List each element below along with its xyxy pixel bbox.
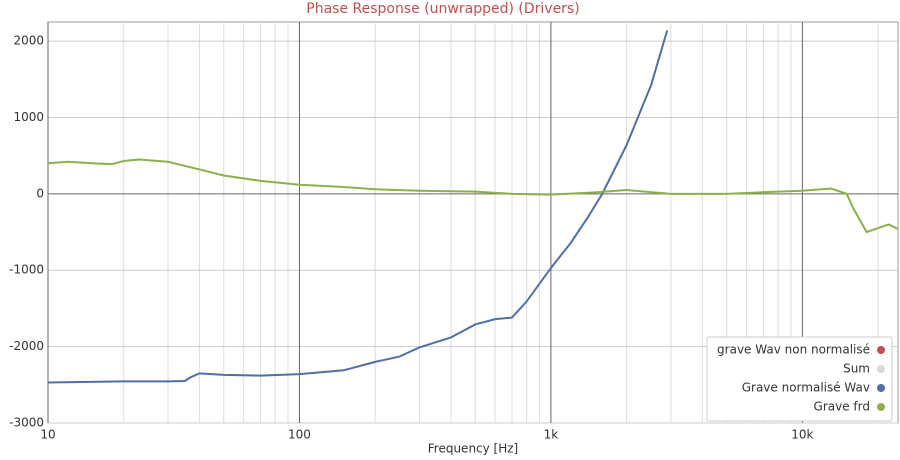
x-tick-label: 10 <box>40 428 55 442</box>
legend-label: Sum <box>843 362 870 376</box>
legend-swatch <box>877 403 885 411</box>
legend-swatch <box>877 346 885 354</box>
x-tick-label: 1k <box>544 428 559 442</box>
y-tick-label: -2000 <box>9 339 44 353</box>
y-tick-label: -1000 <box>9 263 44 277</box>
y-tick-label: -3000 <box>9 416 44 430</box>
x-axis-label: Frequency [Hz] <box>428 442 519 456</box>
legend-label: grave Wav non normalisé <box>717 343 870 357</box>
y-tick-label: 1000 <box>13 110 44 124</box>
legend-label: Grave normalisé Wav <box>742 381 870 395</box>
legend-box <box>706 336 893 422</box>
y-tick-label: 2000 <box>13 34 44 48</box>
x-tick-label: 100 <box>288 428 311 442</box>
legend-label: Grave frd <box>814 400 870 414</box>
legend-swatch <box>877 384 885 392</box>
y-tick-label: 0 <box>36 186 44 200</box>
legend-swatch <box>877 365 885 373</box>
chart-title: Phase Response (unwrapped) (Drivers) <box>306 1 579 17</box>
series-line <box>48 158 898 234</box>
x-tick-label: 10k <box>791 428 813 442</box>
series-line <box>48 30 669 384</box>
